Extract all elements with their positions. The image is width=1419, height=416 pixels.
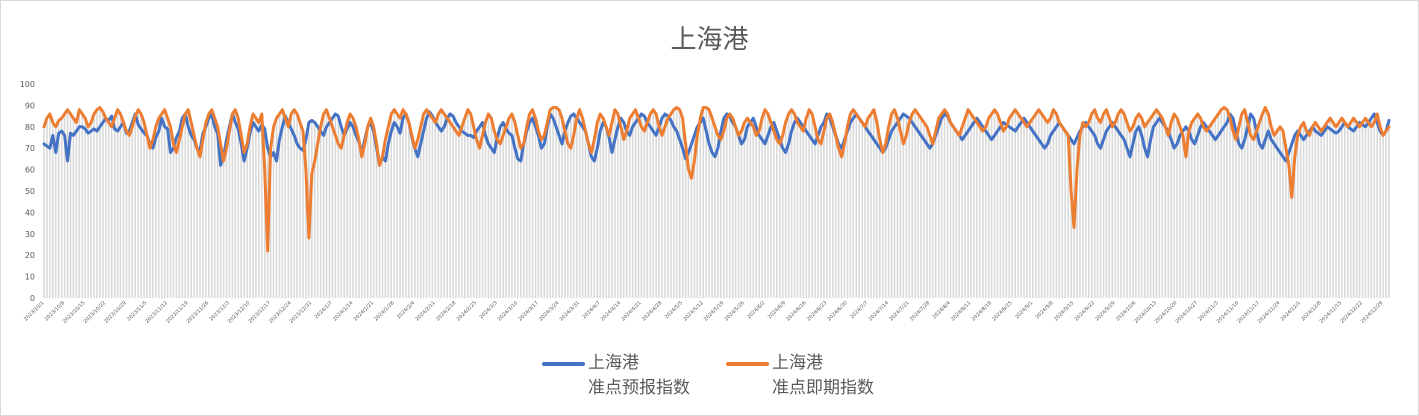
legend-swatch-orange xyxy=(726,362,769,366)
x-tick-label: 2024/4/21 xyxy=(620,300,642,322)
x-tick-label: 2024/3/3 xyxy=(479,300,499,320)
legend-swatch-blue xyxy=(542,362,585,366)
legend-label-forecast: 上海港 准点预报指数 xyxy=(588,351,690,401)
x-tick-label: 2024/5/5 xyxy=(664,300,684,320)
legend-item-forecast: 上海港 准点预报指数 xyxy=(542,351,690,401)
x-tick-label: 2024/8/11 xyxy=(950,300,972,322)
x-tick-label: 2024/10/27 xyxy=(1174,300,1199,325)
x-tick-label: 2024/1/14 xyxy=(332,300,354,322)
y-tick-label: 0 xyxy=(30,294,35,303)
x-tick-label: 2024/12/1 xyxy=(1280,300,1302,322)
legend-label-line2: 准点预报指数 xyxy=(588,378,690,398)
x-tick-label: 2023/12/31 xyxy=(289,300,314,325)
y-tick-label: 60 xyxy=(25,166,35,175)
x-tick-label: 2024/2/18 xyxy=(435,300,457,322)
legend-label-line1: 上海港 xyxy=(772,353,823,373)
x-tick-label: 2024/1/28 xyxy=(373,300,395,322)
x-tick-label: 2024/2/25 xyxy=(456,300,478,322)
y-tick-label: 100 xyxy=(20,80,35,89)
x-tick-label: 2024/5/12 xyxy=(682,300,704,322)
y-tick-label: 70 xyxy=(25,144,35,153)
x-tick-label: 2024/1/7 xyxy=(314,300,334,320)
x-tick-label: 2024/3/24 xyxy=(538,300,560,322)
series-line-spot xyxy=(42,106,1391,253)
x-tick-label: 2024/4/7 xyxy=(582,300,602,320)
x-tick-label: 2024/2/11 xyxy=(414,300,436,322)
x-tick-label: 2023/11/26 xyxy=(186,300,211,325)
y-tick-label: 50 xyxy=(25,187,35,196)
x-tick-label: 2024/9/15 xyxy=(1053,300,1075,322)
x-tick-label: 2024/7/7 xyxy=(849,300,869,320)
x-tick-label: 2024/7/28 xyxy=(909,300,931,322)
x-tick-label: 2023/10/29 xyxy=(103,300,128,325)
x-tick-label: 2024/5/26 xyxy=(723,300,745,322)
legend-label-line2: 准点即期指数 xyxy=(772,378,874,398)
x-tick-label: 2024/5/19 xyxy=(703,300,725,322)
x-tick-label: 2024/6/16 xyxy=(785,300,807,322)
y-tick-label: 80 xyxy=(25,123,35,132)
x-tick-label: 2024/8/4 xyxy=(932,300,952,320)
x-tick-label: 2024/6/23 xyxy=(806,300,828,322)
x-tick-label: 2024/8/18 xyxy=(971,300,993,322)
chart-title: 上海港 xyxy=(670,25,749,55)
x-tick-label: 2024/4/14 xyxy=(600,300,622,322)
legend-label-spot: 上海港 准点即期指数 xyxy=(772,351,874,401)
x-tick-label: 2024/9/1 xyxy=(1014,300,1034,320)
legend-item-spot: 上海港 准点即期指数 xyxy=(726,351,874,401)
x-tick-label: 2024/2/4 xyxy=(396,300,416,320)
x-tick-label: 2024/6/30 xyxy=(826,300,848,322)
x-tick-label: 2024/4/28 xyxy=(641,300,663,322)
y-tick-label: 90 xyxy=(25,101,35,110)
x-tick-label: 2024/3/10 xyxy=(497,300,519,322)
x-tick-label: 2024/6/2 xyxy=(746,300,766,320)
y-tick-label: 10 xyxy=(25,273,35,282)
y-tick-label: 20 xyxy=(25,251,35,260)
x-tick-label: 2024/8/25 xyxy=(991,300,1013,322)
y-tick-label: 40 xyxy=(25,208,35,217)
x-tick-label: 2024/6/9 xyxy=(767,300,787,320)
x-tick-label: 2024/1/21 xyxy=(353,300,375,322)
x-tick-label: 2024/9/22 xyxy=(1074,300,1096,322)
y-tick-label: 30 xyxy=(25,230,35,239)
x-tick-label: 2024/12/29 xyxy=(1360,300,1385,325)
x-tick-label: 2024/9/29 xyxy=(1094,300,1116,322)
x-tick-label: 2023/10/1 xyxy=(23,300,45,322)
x-tick-label: 2024/3/17 xyxy=(517,300,539,322)
x-tick-label: 2024/7/14 xyxy=(868,300,890,322)
x-tick-label: 2024/3/31 xyxy=(559,300,581,322)
x-tick-label: 2024/7/21 xyxy=(888,300,910,322)
legend-label-line1: 上海港 xyxy=(588,353,639,373)
x-tick-label: 2024/9/8 xyxy=(1035,300,1055,320)
x-tick-label: 2024/11/24 xyxy=(1257,300,1282,325)
